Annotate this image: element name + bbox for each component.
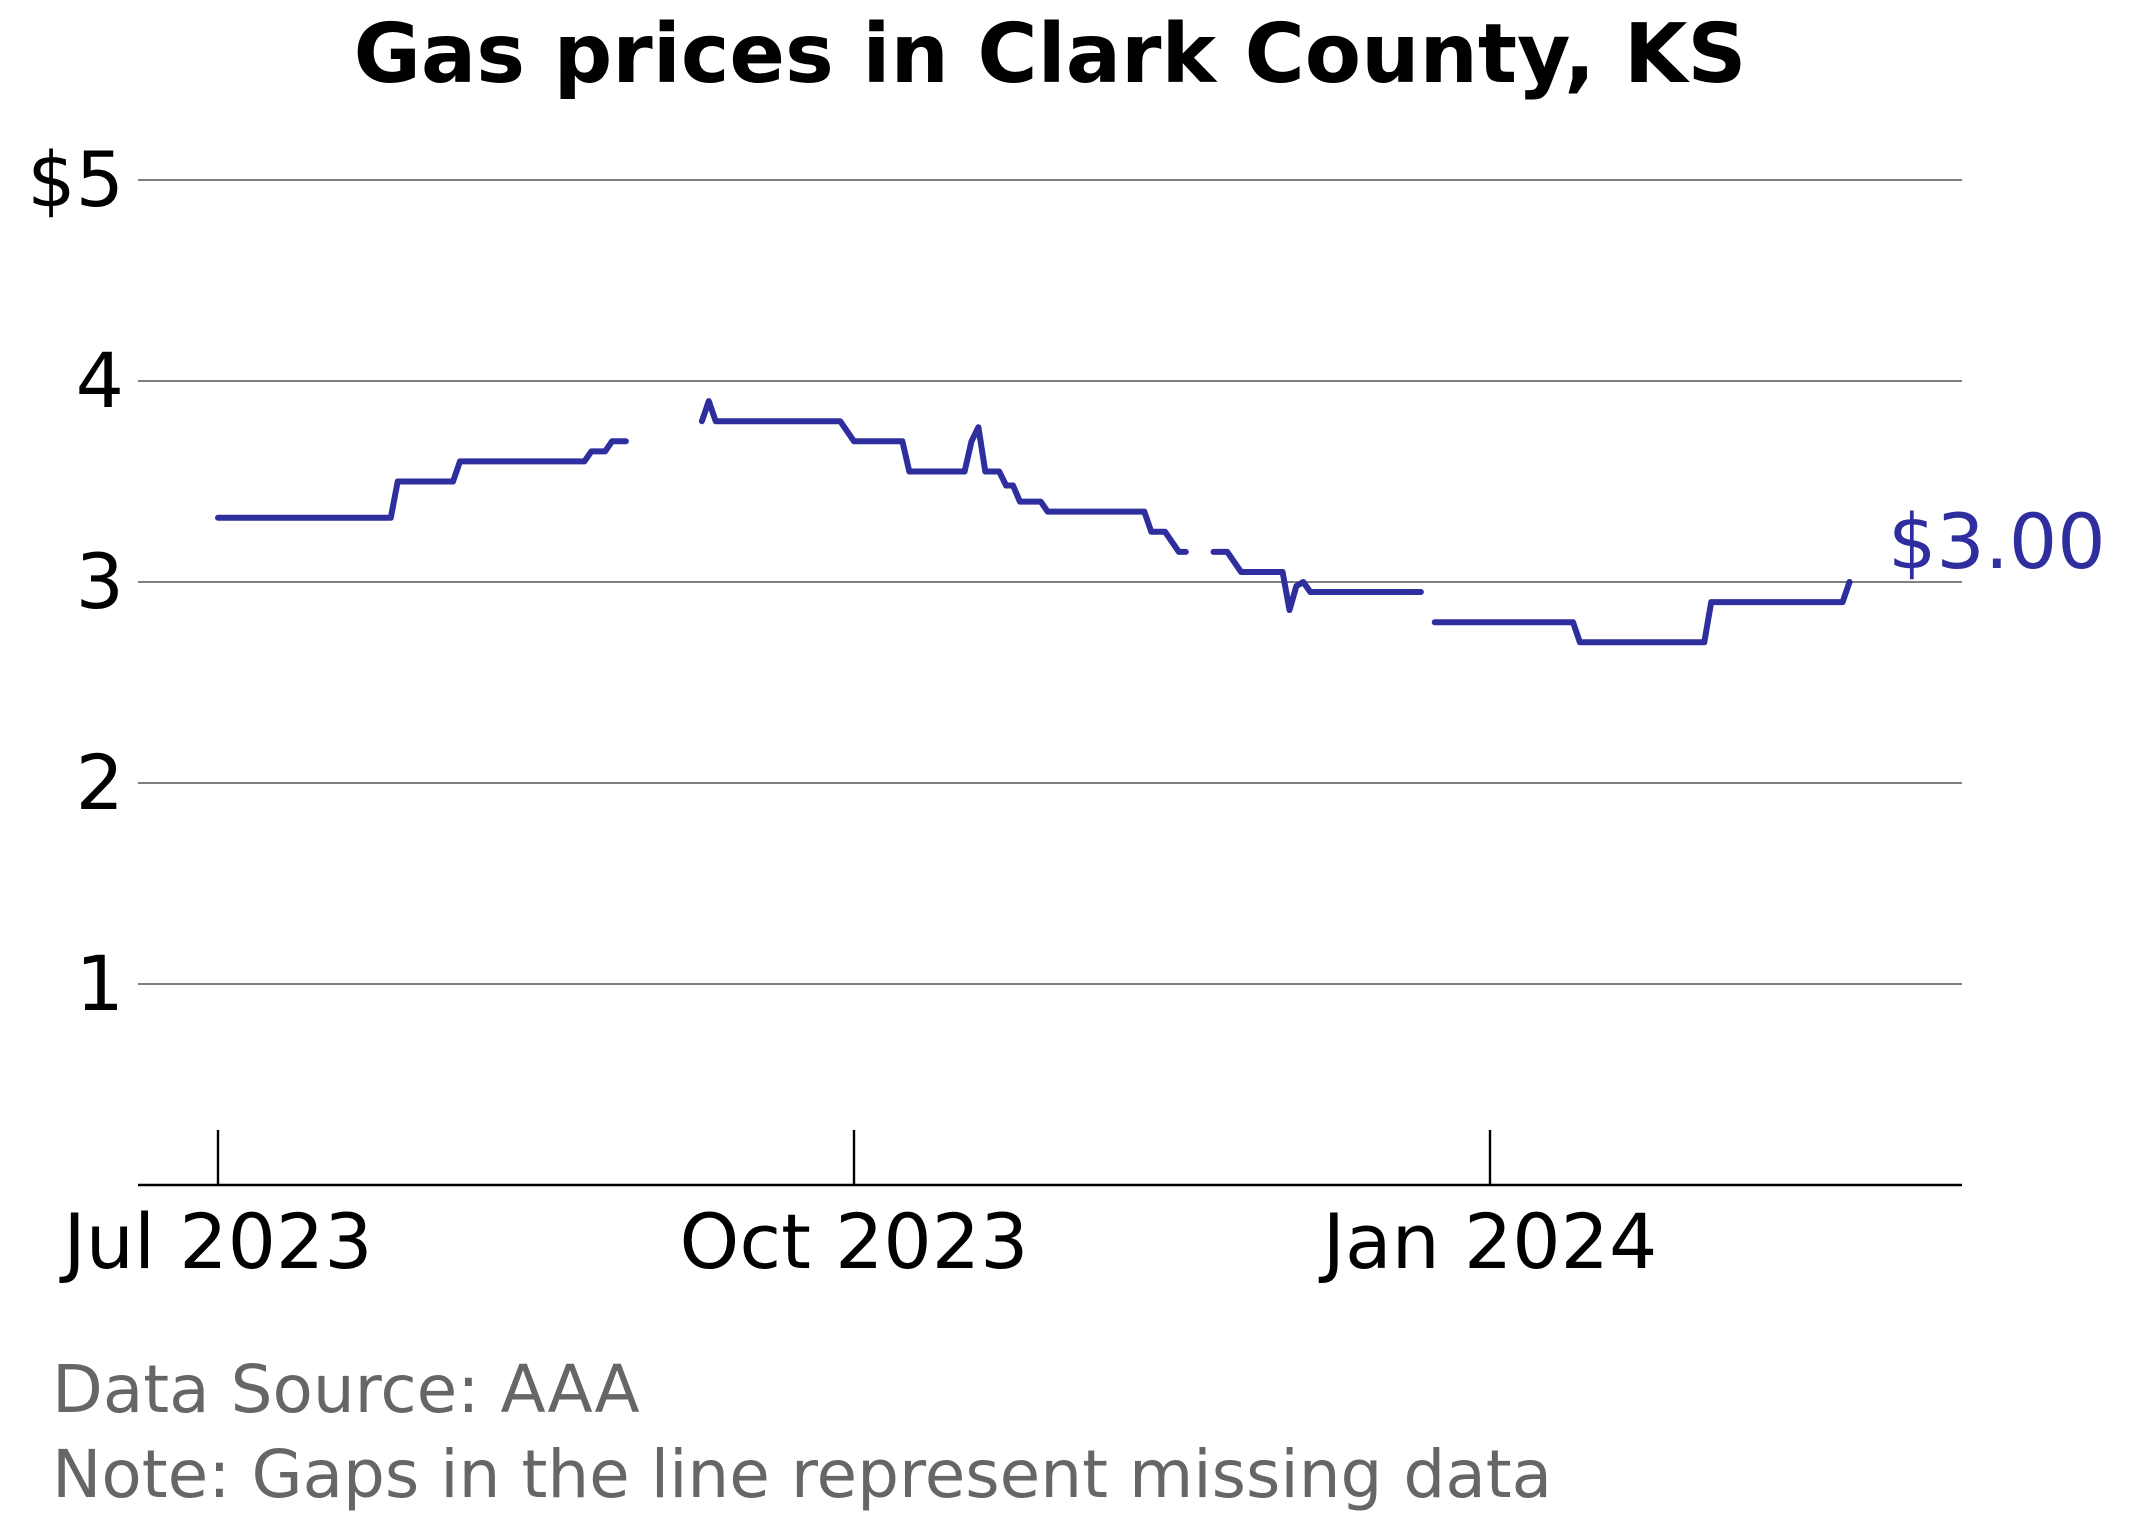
x-tick-label: Oct 2023 bbox=[680, 1197, 1029, 1286]
y-tick-label: 1 bbox=[76, 939, 124, 1028]
x-tick-label: Jan 2024 bbox=[1319, 1197, 1658, 1286]
data-source-note: Data Source: AAA bbox=[52, 1351, 640, 1428]
y-tick-label: 2 bbox=[76, 738, 124, 827]
x-axis-ticks: Jul 2023 Oct 2023 Jan 2024 bbox=[59, 1130, 1657, 1286]
x-tick-label: Jul 2023 bbox=[59, 1197, 372, 1286]
gridlines bbox=[138, 179, 1962, 985]
price-line-segment-1 bbox=[215, 438, 629, 521]
missing-data-note: Note: Gaps in the line represent missing… bbox=[52, 1436, 1552, 1513]
y-tick-label: 4 bbox=[76, 336, 124, 425]
latest-price-label: $3.00 bbox=[1888, 497, 2106, 586]
y-tick-label: 3 bbox=[76, 537, 124, 626]
price-line-segment-2 bbox=[698, 398, 1189, 555]
price-line-segment-3 bbox=[1210, 548, 1424, 614]
price-series bbox=[215, 398, 1853, 646]
y-axis-ticks: 1 2 3 4 $5 bbox=[27, 135, 124, 1028]
y-tick-label: $5 bbox=[27, 135, 124, 224]
chart-title: Gas prices in Clark County, KS bbox=[354, 7, 1747, 102]
price-line-segment-4 bbox=[1431, 579, 1853, 646]
